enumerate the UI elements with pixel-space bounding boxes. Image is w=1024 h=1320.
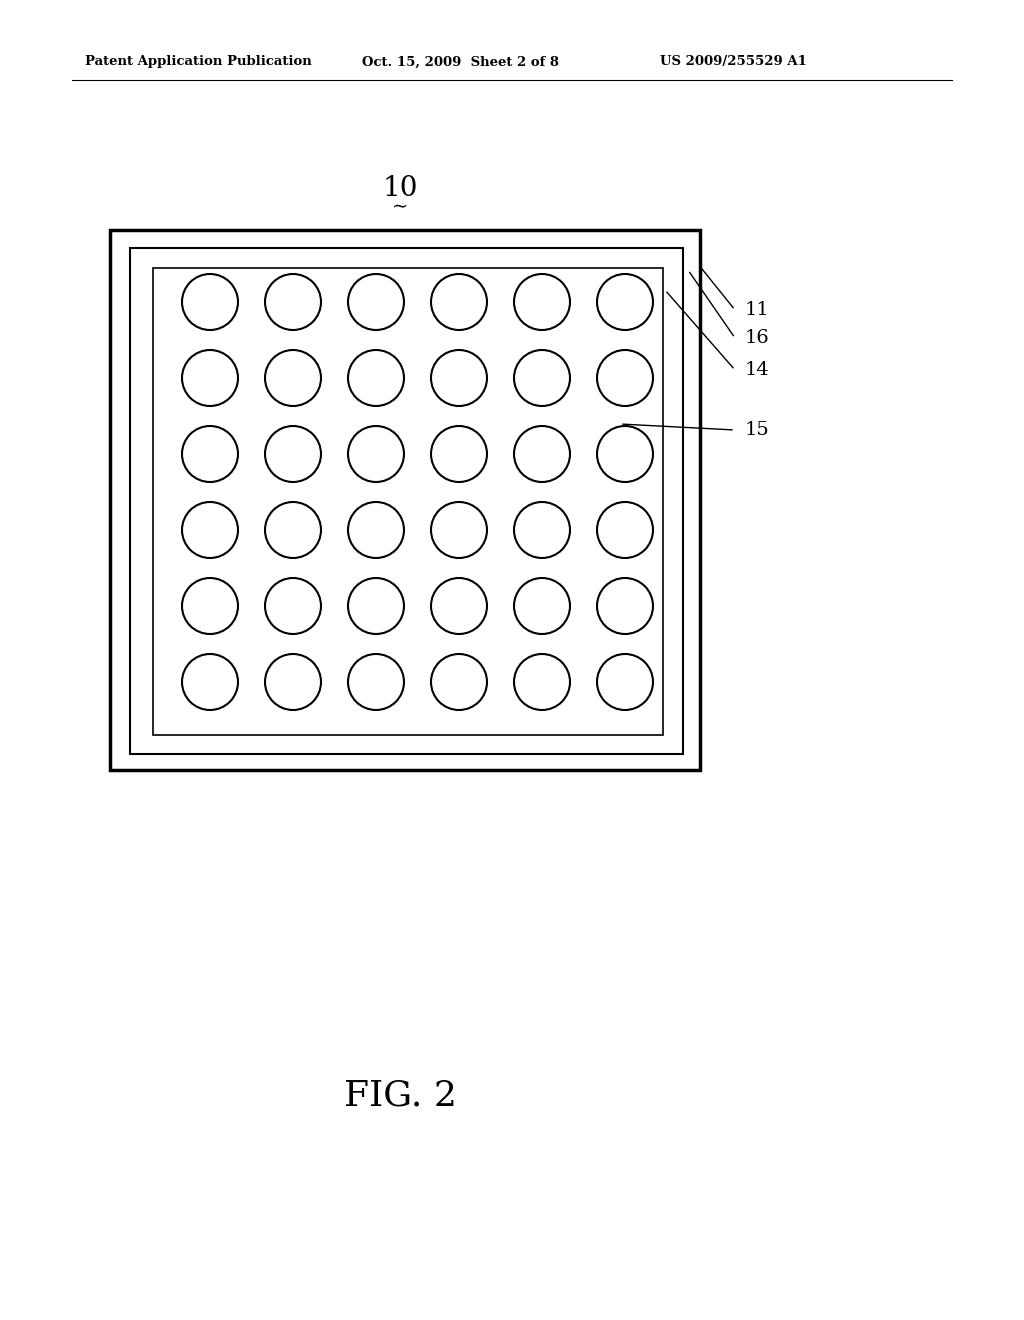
- Circle shape: [431, 578, 487, 634]
- Text: ∼: ∼: [392, 198, 409, 216]
- Circle shape: [431, 653, 487, 710]
- Circle shape: [182, 502, 238, 558]
- Circle shape: [514, 426, 570, 482]
- Circle shape: [265, 275, 321, 330]
- Text: 16: 16: [745, 329, 770, 347]
- Circle shape: [514, 275, 570, 330]
- Text: US 2009/255529 A1: US 2009/255529 A1: [660, 55, 807, 69]
- Circle shape: [348, 275, 404, 330]
- Bar: [110, 230, 700, 770]
- Text: 11: 11: [745, 301, 770, 319]
- Circle shape: [514, 653, 570, 710]
- Circle shape: [348, 653, 404, 710]
- Circle shape: [431, 275, 487, 330]
- Text: 14: 14: [745, 360, 770, 379]
- Circle shape: [265, 653, 321, 710]
- Circle shape: [265, 350, 321, 407]
- Circle shape: [431, 350, 487, 407]
- Text: Patent Application Publication: Patent Application Publication: [85, 55, 311, 69]
- Circle shape: [514, 502, 570, 558]
- Circle shape: [597, 502, 653, 558]
- Circle shape: [265, 426, 321, 482]
- Text: FIG. 2: FIG. 2: [344, 1078, 457, 1111]
- Bar: [130, 248, 683, 754]
- Circle shape: [265, 578, 321, 634]
- Circle shape: [182, 653, 238, 710]
- Circle shape: [182, 350, 238, 407]
- Circle shape: [597, 578, 653, 634]
- Text: 10: 10: [382, 176, 418, 202]
- Text: Oct. 15, 2009  Sheet 2 of 8: Oct. 15, 2009 Sheet 2 of 8: [362, 55, 559, 69]
- Circle shape: [597, 653, 653, 710]
- Circle shape: [182, 275, 238, 330]
- Circle shape: [182, 426, 238, 482]
- Circle shape: [514, 350, 570, 407]
- Circle shape: [514, 578, 570, 634]
- Circle shape: [348, 502, 404, 558]
- Circle shape: [431, 502, 487, 558]
- Circle shape: [182, 578, 238, 634]
- Circle shape: [597, 275, 653, 330]
- Circle shape: [348, 426, 404, 482]
- Circle shape: [265, 502, 321, 558]
- Bar: [153, 268, 663, 735]
- Circle shape: [597, 350, 653, 407]
- Circle shape: [431, 426, 487, 482]
- Circle shape: [597, 426, 653, 482]
- Circle shape: [348, 578, 404, 634]
- Circle shape: [348, 350, 404, 407]
- Text: 15: 15: [745, 421, 770, 440]
